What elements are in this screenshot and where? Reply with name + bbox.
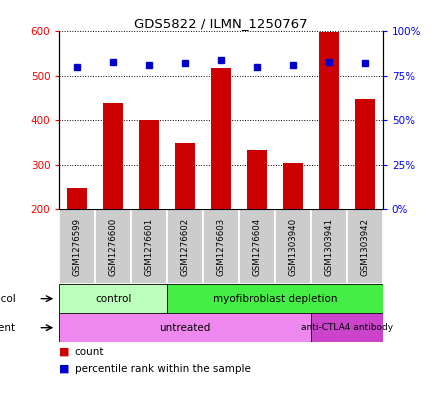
Bar bbox=[175, 143, 195, 209]
Bar bbox=[283, 163, 303, 209]
Bar bbox=[95, 209, 131, 284]
Bar bbox=[247, 150, 267, 209]
Text: control: control bbox=[95, 294, 132, 304]
Text: agent: agent bbox=[0, 323, 16, 332]
Bar bbox=[275, 209, 311, 284]
Bar bbox=[211, 68, 231, 209]
Bar bbox=[167, 209, 203, 284]
Text: ■: ■ bbox=[59, 364, 70, 373]
Text: anti-CTLA4 antibody: anti-CTLA4 antibody bbox=[301, 323, 393, 332]
Bar bbox=[347, 209, 383, 284]
Bar bbox=[103, 103, 123, 209]
Bar bbox=[239, 209, 275, 284]
Bar bbox=[67, 188, 87, 209]
Text: GSM1276603: GSM1276603 bbox=[216, 218, 226, 276]
Text: GSM1276601: GSM1276601 bbox=[145, 218, 154, 276]
Bar bbox=[131, 209, 167, 284]
Text: ■: ■ bbox=[59, 347, 70, 357]
Text: myofibroblast depletion: myofibroblast depletion bbox=[213, 294, 337, 304]
Bar bbox=[59, 284, 167, 313]
Text: GSM1303940: GSM1303940 bbox=[289, 218, 297, 276]
Bar bbox=[59, 313, 311, 342]
Text: GSM1276599: GSM1276599 bbox=[73, 218, 82, 276]
Text: GSM1276602: GSM1276602 bbox=[181, 218, 190, 276]
Bar bbox=[167, 284, 383, 313]
Text: percentile rank within the sample: percentile rank within the sample bbox=[75, 364, 251, 373]
Title: GDS5822 / ILMN_1250767: GDS5822 / ILMN_1250767 bbox=[134, 17, 308, 30]
Text: GSM1303941: GSM1303941 bbox=[324, 218, 334, 276]
Bar bbox=[355, 99, 375, 209]
Text: GSM1303942: GSM1303942 bbox=[360, 218, 369, 276]
Text: count: count bbox=[75, 347, 104, 357]
Bar bbox=[139, 120, 159, 209]
Bar bbox=[311, 209, 347, 284]
Text: untreated: untreated bbox=[159, 323, 211, 332]
Text: protocol: protocol bbox=[0, 294, 16, 304]
Bar bbox=[59, 209, 95, 284]
Text: GSM1276600: GSM1276600 bbox=[109, 218, 118, 276]
Text: GSM1276604: GSM1276604 bbox=[253, 218, 261, 276]
Bar bbox=[311, 313, 383, 342]
Bar bbox=[319, 32, 339, 209]
Bar bbox=[203, 209, 239, 284]
